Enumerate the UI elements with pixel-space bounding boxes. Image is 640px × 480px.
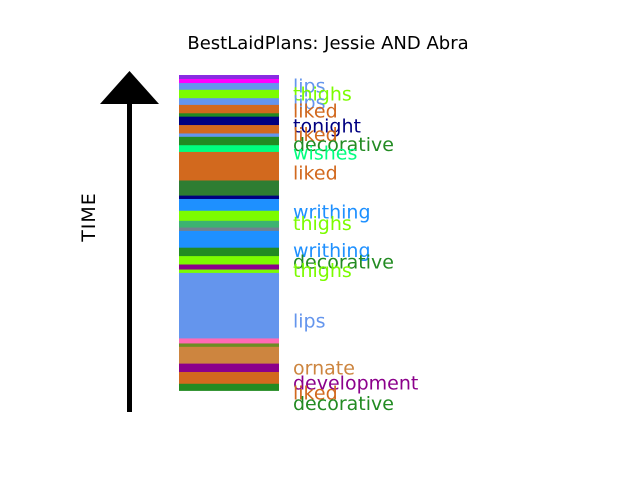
bar-segment-decorative-31 xyxy=(179,383,279,391)
bar-segment-ornate-28 xyxy=(179,346,279,365)
bar-segment-thighs-16 xyxy=(179,210,279,222)
word-label-ornate-15: ornate xyxy=(293,358,355,380)
bar-segment-27 xyxy=(179,343,279,348)
bar-segment-lips-25 xyxy=(179,276,279,339)
bar-segment-decorative-20 xyxy=(179,247,279,257)
word-label-decorative-18: decorative xyxy=(293,393,394,415)
bar-segment-24 xyxy=(179,272,279,277)
bar-segment-23 xyxy=(179,269,279,274)
bar-segment-development-29 xyxy=(179,363,279,373)
word-label-writhing-9: writhing xyxy=(293,201,371,223)
bar-segment-writhing-19 xyxy=(179,230,279,249)
bar-segment-1 xyxy=(179,79,279,84)
word-label-thighs-10: thighs xyxy=(293,213,352,235)
bar-segment-9 xyxy=(179,133,279,138)
word-label-lips-0: lips xyxy=(293,75,326,97)
word-labels: lipsthighslipslikedtonightlikeddecorativ… xyxy=(293,75,418,415)
bar-segment-0 xyxy=(179,75,279,80)
bar-segment-18 xyxy=(179,227,279,232)
word-label-writhing-11: writhing xyxy=(293,240,371,262)
bar-segment-decorative-10 xyxy=(179,136,279,146)
time-arrow xyxy=(100,71,159,412)
word-label-wishes-7: wishes xyxy=(293,142,357,164)
word-label-liked-3: liked xyxy=(293,100,338,122)
word-label-liked-17: liked xyxy=(293,383,338,405)
word-label-decorative-12: decorative xyxy=(293,252,394,274)
word-label-thighs-13: thighs xyxy=(293,260,352,282)
word-label-thighs-1: thighs xyxy=(293,84,352,106)
word-label-decorative-6: decorative xyxy=(293,134,394,156)
word-label-liked-5: liked xyxy=(293,124,338,146)
chart-title: BestLaidPlans: Jessie AND Abra xyxy=(187,33,468,54)
bar-segment-lips-4 xyxy=(179,98,279,106)
bar-segment-liked-8 xyxy=(179,125,279,134)
word-label-lips-14: lips xyxy=(293,310,326,332)
timeline-bar xyxy=(179,75,279,391)
bar-segment-liked-12 xyxy=(179,151,279,181)
bar-segment-14 xyxy=(179,195,279,200)
time-arrow-head xyxy=(100,71,159,104)
time-arrow-shaft xyxy=(127,100,132,412)
bar-segment-13 xyxy=(179,180,279,197)
bar-segment-26 xyxy=(179,338,279,344)
bar-segment-liked-30 xyxy=(179,372,279,385)
bar-segment-wishes-11 xyxy=(179,145,279,153)
bar-segment-thighs-3 xyxy=(179,89,279,99)
y-axis-label: TIME xyxy=(78,192,100,243)
word-label-tonight-4: tonight xyxy=(293,116,361,138)
bar-segment-liked-5 xyxy=(179,104,279,114)
bar-segment-lips-2 xyxy=(179,83,279,91)
bar-segment-writhing-15 xyxy=(179,198,279,212)
word-label-lips-2: lips xyxy=(293,92,326,114)
bar-segment-17 xyxy=(179,220,279,228)
bar-segment-6 xyxy=(179,113,279,118)
word-label-development-16: development xyxy=(293,373,418,395)
bar-segment-tonight-7 xyxy=(179,116,279,126)
bar-segment-thighs-21 xyxy=(179,256,279,265)
word-label-liked-8: liked xyxy=(293,163,338,185)
bar-segment-22 xyxy=(179,264,279,270)
